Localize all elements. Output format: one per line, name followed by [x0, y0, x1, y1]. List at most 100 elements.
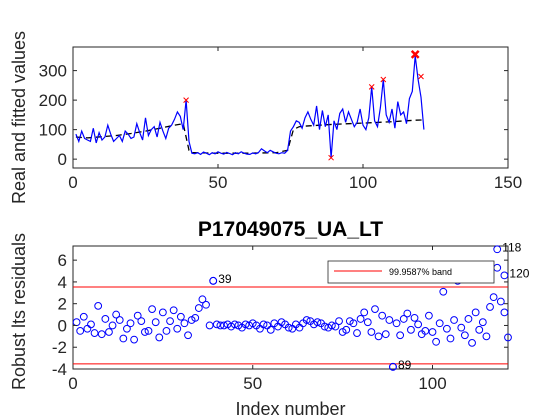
- outlier-index-label: 89: [398, 358, 412, 372]
- y-tick-label: 4: [58, 273, 67, 292]
- legend-band-label: 99.9587% band: [389, 267, 452, 277]
- residual-point: [360, 308, 369, 317]
- fitted-line: [75, 119, 424, 154]
- residual-point: [385, 316, 394, 324]
- outlier-marker: [410, 49, 420, 59]
- residual-point: [137, 317, 146, 326]
- residual-point: [428, 328, 437, 336]
- residual-point: [414, 320, 423, 329]
- residual-point: [162, 327, 171, 335]
- y-tick-label: 2: [58, 295, 67, 314]
- residual-point: [378, 311, 387, 320]
- outlier-index-label: 120: [509, 266, 529, 280]
- outlier-marker: [183, 97, 189, 103]
- residual-point: [101, 315, 110, 323]
- legend-box: [327, 260, 495, 284]
- residual-point: [331, 322, 340, 331]
- residual-point: [105, 328, 113, 336]
- outlier-markers: [183, 49, 424, 161]
- residual-point: [87, 320, 95, 329]
- outlier-marker-stroke: [368, 83, 375, 90]
- y-tick-label: 6: [58, 251, 67, 270]
- residual-point: [353, 329, 361, 337]
- outlier-index-label: 39: [218, 272, 232, 286]
- residual-point: [241, 320, 250, 329]
- residual-point: [442, 324, 451, 333]
- outlier-point: [493, 245, 502, 254]
- residual-point: [176, 312, 185, 321]
- y-tick-label: 300: [39, 62, 67, 81]
- y-tick-label: 0: [58, 150, 67, 169]
- residual-point: [504, 333, 512, 342]
- residual-point: [356, 315, 365, 323]
- residual-point: [202, 300, 210, 309]
- outlier-marker: [328, 154, 334, 161]
- legend: 99.9587% band: [327, 260, 495, 284]
- residual-point: [141, 328, 149, 336]
- residual-point: [180, 319, 189, 328]
- x-tick-label: 100: [418, 374, 446, 393]
- residual-point: [119, 334, 128, 343]
- outlier-index-labels: 39 89 118 120: [209, 240, 530, 372]
- residual-point: [363, 318, 372, 327]
- residual-point: [184, 331, 192, 340]
- residual-point: [486, 303, 494, 311]
- top-plot-ticks: 0 50 100 150 0 100 200 300: [39, 47, 522, 192]
- residual-point: [460, 331, 469, 340]
- top-plot-panel: 0 50 100 150 0 100 200 300 Real and fitted valu…: [9, 31, 522, 204]
- residual-point: [144, 327, 153, 335]
- residual-point: [205, 321, 214, 330]
- outlier-point: [389, 362, 397, 371]
- top-y-axis-label: Real and fitted values: [9, 31, 29, 204]
- residual-point: [173, 324, 182, 333]
- residual-point: [97, 330, 106, 339]
- residual-point: [220, 321, 228, 330]
- x-tick-label: 0: [68, 173, 77, 192]
- residual-point: [335, 317, 343, 326]
- x-tick-label: 100: [349, 173, 377, 192]
- residual-point: [123, 324, 131, 333]
- residual-point: [367, 328, 376, 336]
- confidence-band-lines: [73, 286, 508, 365]
- outlier-marker-stroke: [418, 73, 424, 80]
- residual-point: [112, 310, 121, 319]
- residual-point: [425, 311, 433, 320]
- residual-point: [320, 322, 329, 331]
- y-tick-label: 0: [58, 316, 67, 335]
- residual-point: [446, 334, 455, 343]
- real-values-line: [75, 55, 425, 158]
- residual-point: [169, 306, 178, 315]
- x-tick-label: 0: [68, 374, 77, 393]
- y-tick-label: -2: [52, 338, 67, 357]
- residual-point: [194, 304, 203, 312]
- residual-point: [439, 287, 448, 296]
- residual-point: [216, 321, 225, 330]
- outlier-marker: [418, 73, 424, 80]
- residual-point: [90, 329, 99, 337]
- residual-point: [407, 325, 415, 334]
- residual-point: [115, 316, 124, 324]
- outlier-point: [209, 276, 218, 285]
- residual-point: [349, 319, 358, 328]
- residual-point: [435, 319, 444, 328]
- residual-point: [302, 316, 311, 324]
- real-series: [75, 55, 425, 158]
- residual-point: [133, 311, 142, 320]
- residual-point: [381, 330, 390, 339]
- residual-point: [457, 323, 466, 332]
- residual-point: [471, 308, 480, 317]
- residual-points: [72, 263, 512, 371]
- x-tick-label: 150: [494, 173, 522, 192]
- residual-point: [198, 295, 207, 304]
- outlier-marker-stroke: [410, 49, 420, 59]
- residual-point: [108, 321, 117, 330]
- residual-point: [482, 332, 491, 341]
- residual-point: [284, 323, 293, 332]
- chart-title: P17049075_UA_LT: [198, 218, 383, 241]
- bottom-y-axis-label: Robust lts residuals: [9, 233, 29, 390]
- residual-point: [313, 318, 322, 327]
- residual-point: [191, 313, 200, 322]
